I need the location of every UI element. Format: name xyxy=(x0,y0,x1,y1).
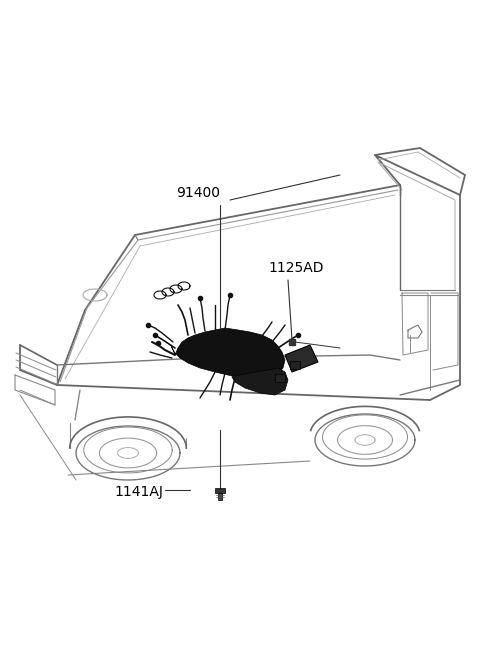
Polygon shape xyxy=(215,488,225,493)
Polygon shape xyxy=(232,368,288,395)
Polygon shape xyxy=(171,328,285,380)
Text: 1125AD: 1125AD xyxy=(268,261,324,275)
Text: 1141AJ: 1141AJ xyxy=(114,485,163,499)
Text: 91400: 91400 xyxy=(176,186,220,200)
Polygon shape xyxy=(290,361,300,369)
Polygon shape xyxy=(218,493,222,500)
Polygon shape xyxy=(275,374,285,382)
Polygon shape xyxy=(285,345,318,372)
